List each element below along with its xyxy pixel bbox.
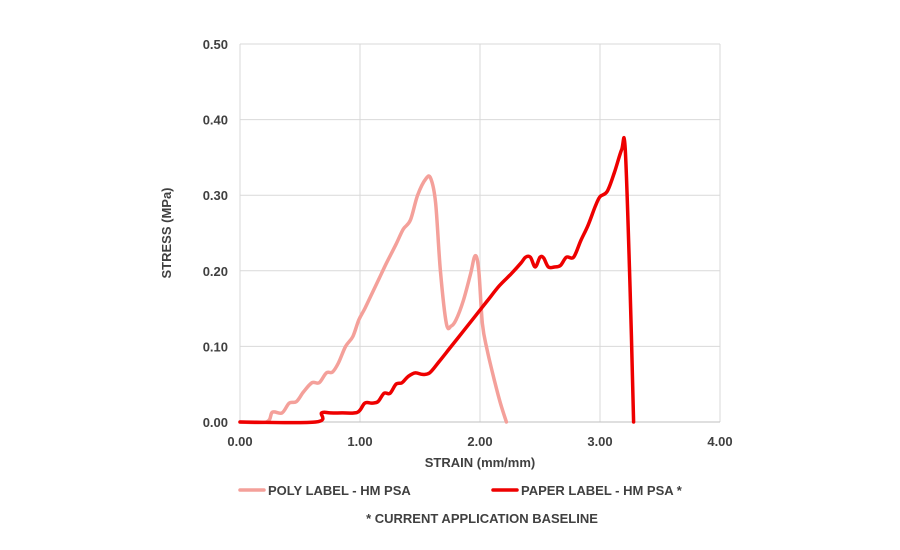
y-tick-label: 0.50	[203, 37, 228, 52]
x-tick-label: 3.00	[587, 434, 612, 449]
x-tick-label: 4.00	[707, 434, 732, 449]
legend: POLY LABEL - HM PSA PAPER LABEL - HM PSA …	[238, 483, 683, 498]
series-line-paper-label	[238, 135, 636, 425]
tick-labels: 0.00 0.10 0.20 0.30 0.40 0.50 0.00 1.00 2.00 3.00…	[203, 37, 733, 449]
grid	[240, 43, 721, 422]
x-tick-label: 2.00	[467, 434, 492, 449]
y-tick-label: 0.30	[203, 188, 228, 203]
y-tick-label: 0.10	[203, 339, 228, 354]
y-tick-label: 0.20	[203, 264, 228, 279]
legend-label-1: POLY LABEL - HM PSA	[268, 483, 411, 498]
footnote: * CURRENT APPLICATION BASELINE	[366, 511, 598, 526]
y-tick-label: 0.00	[203, 415, 228, 430]
y-axis-title: STRESS (MPa)	[159, 187, 174, 278]
x-tick-label: 1.00	[347, 434, 372, 449]
x-tick-label: 0.00	[227, 434, 252, 449]
series-line-poly-label	[238, 174, 509, 425]
x-axis-title: STRAIN (mm/mm)	[425, 455, 536, 470]
y-tick-label: 0.40	[203, 113, 228, 128]
series-group	[238, 135, 636, 425]
legend-label-2: PAPER LABEL - HM PSA *	[521, 483, 683, 498]
